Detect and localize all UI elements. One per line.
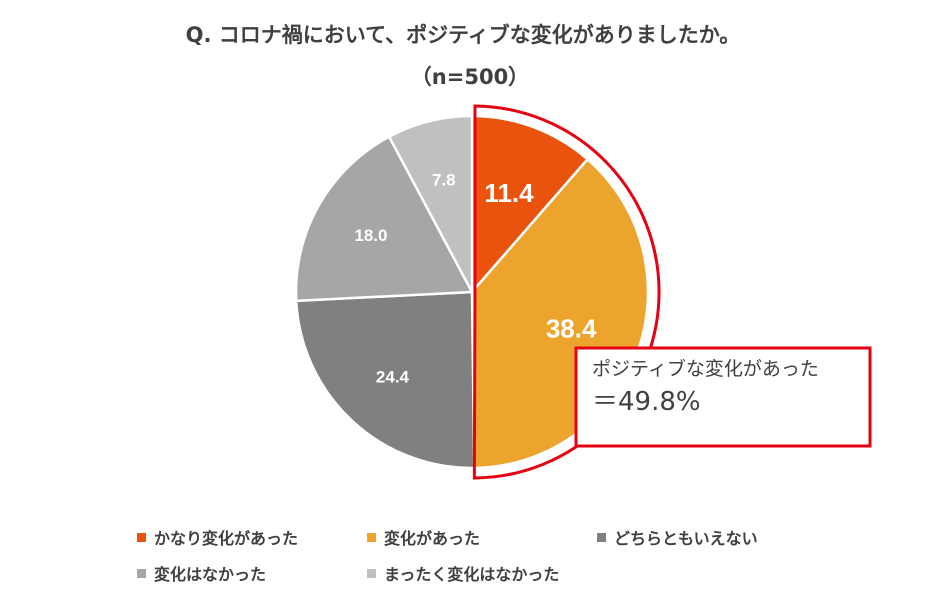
legend-label: 変化はなかった [154,565,266,584]
highlight-callout: ポジティブな変化があった ＝49.8% [574,346,872,448]
slice-data-label: 18.0 [354,226,387,245]
pie-slice [470,114,590,296]
legend-swatch [137,569,146,578]
legend-label: どちらともいえない [614,529,758,548]
legend-swatch [597,533,606,542]
pie-slice [387,114,474,293]
legend-item: どちらともいえない [597,529,758,548]
slice-data-label: 24.4 [376,368,410,387]
pie-slice [294,135,475,303]
chart-subtitle: （n=500） [411,65,529,89]
legend-item: まったく変化はなかった [367,565,559,584]
callout-line2: ＝49.8% [592,387,701,417]
slice-data-label: 38.4 [546,313,597,343]
legend-label: まったく変化はなかった [384,565,559,584]
legend-item: かなり変化があった [137,529,298,548]
slice-data-label: 11.4 [484,178,534,208]
legend-label: かなり変化があった [154,529,298,548]
legend-swatch [367,533,376,542]
chart-title: Q. コロナ禍において、ポジティブな変化がありましたか。 [186,23,741,47]
pie-data-labels: 11.4 38.4 24.4 18.0 7.8 [354,170,597,386]
legend-swatch [137,533,146,542]
pie-slice [294,290,476,470]
legend-label: 変化があった [384,529,480,548]
callout-line1: ポジティブな変化があった [592,357,819,380]
slice-data-label: 7.8 [432,170,456,189]
legend-swatch [367,569,376,578]
legend-item: 変化があった [367,529,480,548]
callout-box [574,346,872,448]
highlight-outline [472,104,661,480]
legend-item: 変化はなかった [137,565,266,584]
